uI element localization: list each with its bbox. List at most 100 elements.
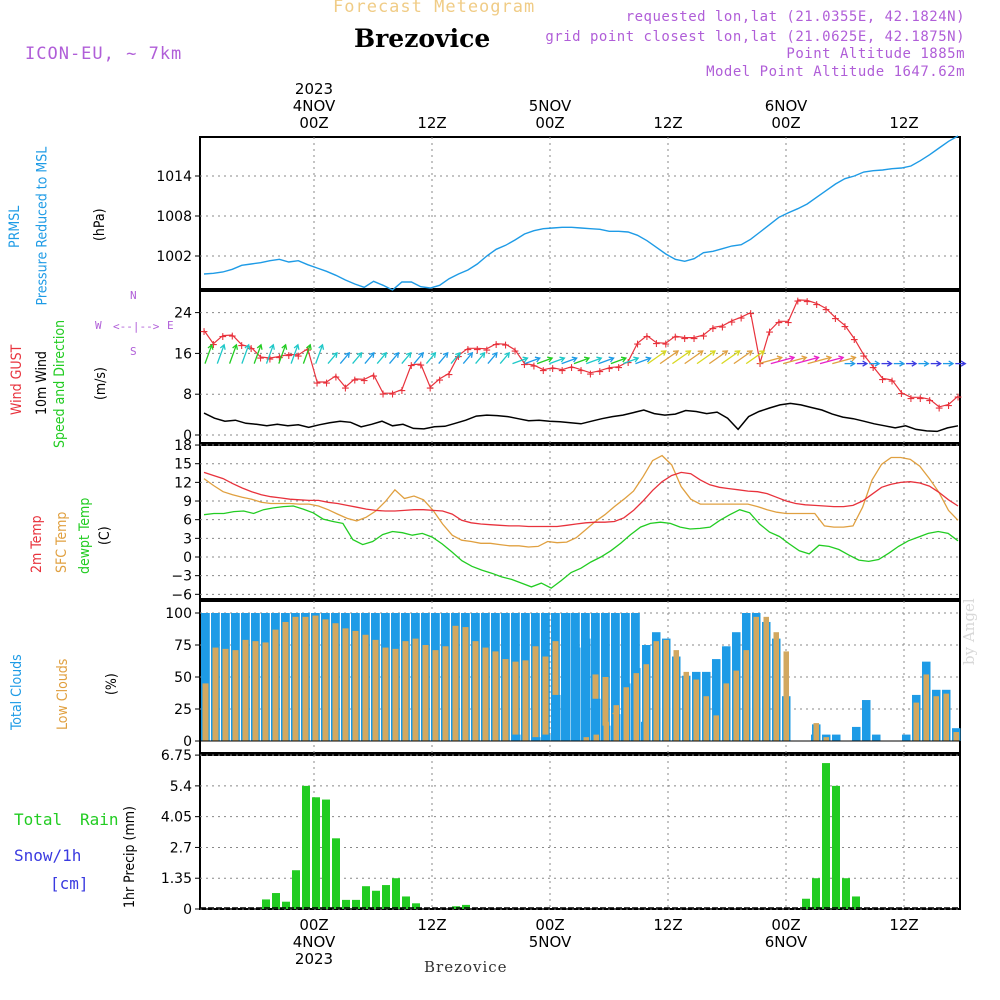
- rain-bar: [822, 763, 830, 909]
- clouds-ytick-label-1: 25: [174, 702, 192, 718]
- wind-gust-marker: +: [294, 349, 302, 364]
- rain-bar: [392, 878, 400, 909]
- wind-gust-marker: +: [483, 343, 491, 358]
- prmsl-line: [203, 135, 959, 291]
- low-cloud-bar: [653, 641, 659, 741]
- temperature-ytick-label-4: 6: [183, 513, 192, 529]
- wind-direction-arrowhead: [645, 356, 652, 363]
- wind-gust-marker: +: [841, 319, 849, 334]
- temp-sfc-line: [203, 454, 959, 548]
- wind-direction-arrowhead: [948, 360, 955, 367]
- wind-gust-marker: +: [370, 369, 378, 384]
- low-cloud-bar: [753, 616, 759, 741]
- bottom-time-label-0-line1: 00Z: [299, 916, 328, 934]
- temperature-ytick-label-2: 0: [183, 550, 192, 566]
- temperature-ytick-label-5: 9: [183, 494, 192, 510]
- low-cloud-bar: [773, 632, 779, 741]
- rain-bar: [842, 878, 850, 909]
- wind-direction-arrowhead: [571, 356, 578, 363]
- precip-cm-label: [cm]: [50, 874, 89, 893]
- wind-direction-arrowhead: [467, 351, 474, 358]
- wind-direction-arrowhead: [697, 350, 704, 356]
- wind-direction-arrowhead: [620, 356, 628, 363]
- wind-direction-arrowhead: [789, 355, 796, 362]
- wind-gust-marker: +: [605, 362, 613, 377]
- wind-direction-arrowhead: [849, 360, 856, 367]
- wind-gust-marker: +: [916, 391, 924, 406]
- wind-gust-marker: +: [210, 338, 218, 353]
- wind-direction-arrowhead: [685, 350, 692, 356]
- total-cloud-bar: [902, 734, 911, 741]
- total-cloud-bar: [621, 613, 630, 741]
- low-cloud-bar: [693, 679, 699, 741]
- total-cloud-bar: [512, 734, 521, 741]
- bottom-time-label-3-line1: 12Z: [653, 916, 682, 934]
- wind-direction-arrow: [758, 356, 782, 365]
- wind-gust-marker: +: [775, 315, 783, 330]
- rain-bar: [332, 838, 340, 909]
- wind-direction-arrowhead: [430, 351, 437, 358]
- wind-direction-arrow: [524, 357, 541, 365]
- wind-gust-marker: +: [624, 356, 632, 371]
- rain-bar: [382, 885, 390, 909]
- wind-direction-arrow: [290, 344, 299, 364]
- wind-gust-marker: +: [398, 384, 406, 399]
- wind-direction-arrow: [327, 352, 338, 365]
- wind-gust-marker: +: [700, 329, 708, 344]
- wind-gust-marker: +: [926, 393, 934, 408]
- low-cloud-bar: [683, 671, 689, 741]
- wind-direction-arrowhead: [874, 360, 881, 367]
- wind-gust-marker: +: [879, 372, 887, 387]
- total-cloud-bar: [532, 737, 541, 741]
- wind-gust-marker: +: [954, 390, 962, 405]
- prmsl-ytick-label-1: 1008: [156, 209, 192, 225]
- wind-direction-arrow: [425, 352, 436, 365]
- low-cloud-bar: [352, 630, 359, 741]
- wind-direction-arrowhead: [244, 343, 251, 350]
- temperature-ytick-label-8: 18: [174, 438, 192, 454]
- wind-direction-arrow: [610, 357, 627, 365]
- bottom-time-label-4-line1: 00Z: [771, 916, 800, 934]
- wind-gust-marker: +: [247, 341, 255, 356]
- low-cloud-bar: [633, 673, 639, 741]
- wind-ytick-label-0: 0: [183, 428, 192, 444]
- low-cloud-bar: [362, 634, 369, 741]
- wind-direction-arrowhead: [633, 356, 640, 363]
- rain-bar: [852, 896, 860, 909]
- low-cloud-bar: [713, 715, 719, 741]
- top-time-label-4-line2: 6NOV: [765, 97, 808, 115]
- wind-direction-arrow: [819, 356, 844, 365]
- wind-panel-frame: [199, 290, 961, 444]
- wind-gust-marker: +: [813, 297, 821, 312]
- rain-bar: [342, 899, 350, 909]
- wind-gust-marker: +: [794, 294, 802, 309]
- low-cloud-bar: [232, 650, 239, 741]
- wind-direction-arrowhead: [405, 351, 412, 358]
- meteogram-subtitle: Forecast Meteogram: [333, 0, 536, 17]
- wind-gust-marker: +: [473, 342, 481, 357]
- total-cloud-bar: [572, 647, 581, 741]
- wind-direction-arrow: [586, 357, 602, 365]
- low-cloud-bar: [462, 627, 469, 741]
- precip-ytick-label-5: 6.75: [161, 748, 192, 764]
- wind-gust-marker: +: [502, 338, 510, 353]
- wind-gust-marker: +: [888, 374, 896, 389]
- temperature-ytick-label-6: 12: [174, 475, 192, 491]
- wind-direction-arrow: [216, 344, 225, 364]
- wind-gust-marker: +: [747, 307, 755, 322]
- station-title: Brezovice: [354, 24, 491, 53]
- wind-direction-arrow: [413, 352, 424, 365]
- low-cloud-bar: [512, 661, 519, 741]
- wind-gust-marker: +: [587, 367, 595, 382]
- low-cloud-bar: [292, 616, 299, 741]
- wind-gust-marker: +: [200, 324, 208, 339]
- wind-direction-arrowhead: [608, 356, 615, 363]
- total-cloud-bar: [862, 700, 871, 741]
- wind-gust-marker: +: [530, 359, 538, 374]
- low-cloud-bar: [492, 651, 499, 741]
- rain-bar: [462, 904, 470, 909]
- wind-direction-arrow: [770, 356, 795, 365]
- wind-ytick-label-1: 8: [183, 387, 192, 403]
- low-cloud-bar: [322, 619, 329, 741]
- wind-gust-marker: +: [681, 332, 689, 347]
